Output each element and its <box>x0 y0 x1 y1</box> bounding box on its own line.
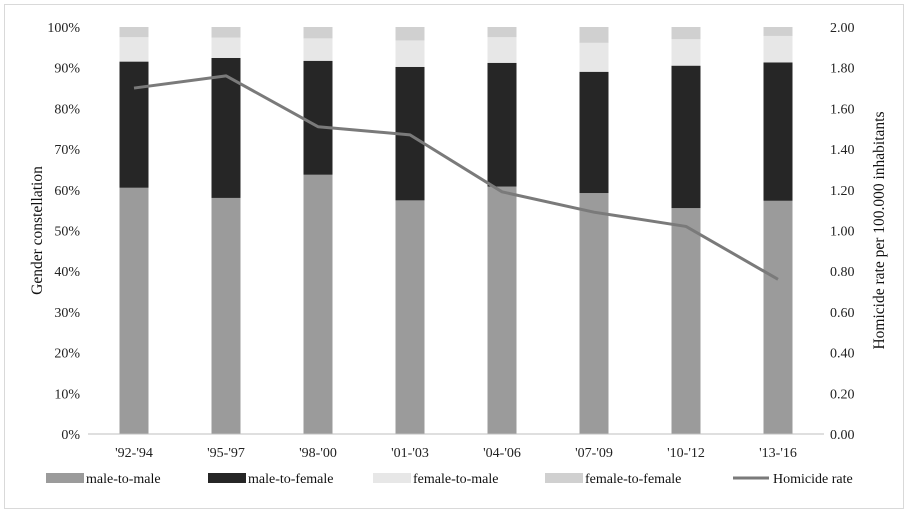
y-tick-label: 40% <box>54 265 80 280</box>
x-tick-label: '07-'09 <box>575 446 613 461</box>
bar-segment <box>487 37 517 63</box>
bar-segment <box>211 37 241 58</box>
legend-swatch <box>208 473 246 483</box>
y2-tick-label: 1.80 <box>830 62 855 77</box>
legend-label: female-to-male <box>413 472 499 487</box>
x-tick-label: '13-'16 <box>759 446 797 461</box>
y2-axis-tick-labels: 0.00 0.20 0.40 0.60 0.80 1.00 1.20 1.40 1.60 1.80… <box>830 21 855 443</box>
y-axis-title: Gender constellation <box>29 166 46 295</box>
legend-label: male-to-female <box>248 472 334 487</box>
bar-segment <box>579 27 609 43</box>
bar-segment <box>763 27 793 36</box>
x-tick-label: '95-'97 <box>207 446 245 461</box>
legend-label: Homicide rate <box>773 472 853 487</box>
bar-segment <box>487 186 517 434</box>
y2-axis-title: Homicide rate per 100.000 inhabitants <box>871 111 888 349</box>
legend-swatch <box>373 473 411 483</box>
y-axis-tick-labels: 0% 10% 20% 30% 40% 50% 60% 70% 80% 90% 100% <box>47 21 80 443</box>
x-tick-label: '01-'03 <box>391 446 429 461</box>
bar-segment <box>671 208 701 434</box>
y-tick-label: 70% <box>54 143 80 158</box>
bar-segment <box>763 35 793 63</box>
y2-tick-label: 0.60 <box>830 306 855 321</box>
legend-label: female-to-female <box>585 472 681 487</box>
bar-segment <box>119 187 149 434</box>
legend: male-to-male male-to-female female-to-male… <box>46 472 853 487</box>
bar-segment <box>579 193 609 434</box>
x-axis-tick-labels: '92-'94 '95-'97 '98-'00 '01-'03 '04-'06 '07-'… <box>115 446 797 461</box>
bar-segment <box>303 174 333 434</box>
bar-segment <box>303 60 333 175</box>
bar-layer <box>119 27 793 434</box>
y-tick-label: 90% <box>54 62 80 77</box>
y-tick-label: 30% <box>54 306 80 321</box>
legend-swatch <box>46 473 84 483</box>
bar-segment <box>119 27 149 38</box>
bar-segment <box>671 65 701 209</box>
bar-segment <box>763 200 793 434</box>
bar-segment <box>211 57 241 198</box>
homicide-rate-line <box>133 74 779 281</box>
bar-segment <box>671 27 701 40</box>
bar-segment <box>487 62 517 187</box>
bar-segment <box>211 197 241 434</box>
x-tick-label: '92-'94 <box>115 446 153 461</box>
line-layer <box>133 74 779 281</box>
bar-segment <box>579 71 609 194</box>
bar-segment <box>579 42 609 72</box>
bar-segment <box>303 27 333 39</box>
y2-tick-label: 0.80 <box>830 265 855 280</box>
bar-segment <box>395 40 425 67</box>
y2-tick-label: 1.20 <box>830 184 855 199</box>
y-tick-label: 50% <box>54 225 80 240</box>
x-tick-label: '98-'00 <box>299 446 337 461</box>
y-tick-label: 20% <box>54 347 80 362</box>
bar-segment <box>211 27 241 38</box>
legend-swatch <box>545 473 583 483</box>
bar-segment <box>671 39 701 66</box>
y2-tick-label: 0.20 <box>830 387 855 402</box>
bar-segment <box>119 37 149 62</box>
y-tick-label: 60% <box>54 184 80 199</box>
y2-tick-label: 1.00 <box>830 225 855 240</box>
bar-segment <box>395 27 425 41</box>
y2-tick-label: 0.40 <box>830 347 855 362</box>
legend-label: male-to-male <box>86 472 161 487</box>
bar-segment <box>119 61 149 188</box>
y-tick-label: 10% <box>54 387 80 402</box>
x-tick-label: '04-'06 <box>483 446 521 461</box>
y-tick-label: 100% <box>47 21 80 36</box>
bar-segment <box>763 62 793 201</box>
chart-frame <box>4 4 904 509</box>
x-tick-label: '10-'12 <box>667 446 705 461</box>
y2-tick-label: 1.40 <box>830 143 855 158</box>
bar-segment <box>395 200 425 434</box>
y-tick-label: 80% <box>54 102 80 117</box>
y2-tick-label: 1.60 <box>830 102 855 117</box>
y2-tick-label: 2.00 <box>830 21 855 36</box>
bar-segment <box>303 38 333 61</box>
y-tick-label: 0% <box>61 428 80 443</box>
bar-segment <box>487 27 517 38</box>
y2-tick-label: 0.00 <box>830 428 855 443</box>
